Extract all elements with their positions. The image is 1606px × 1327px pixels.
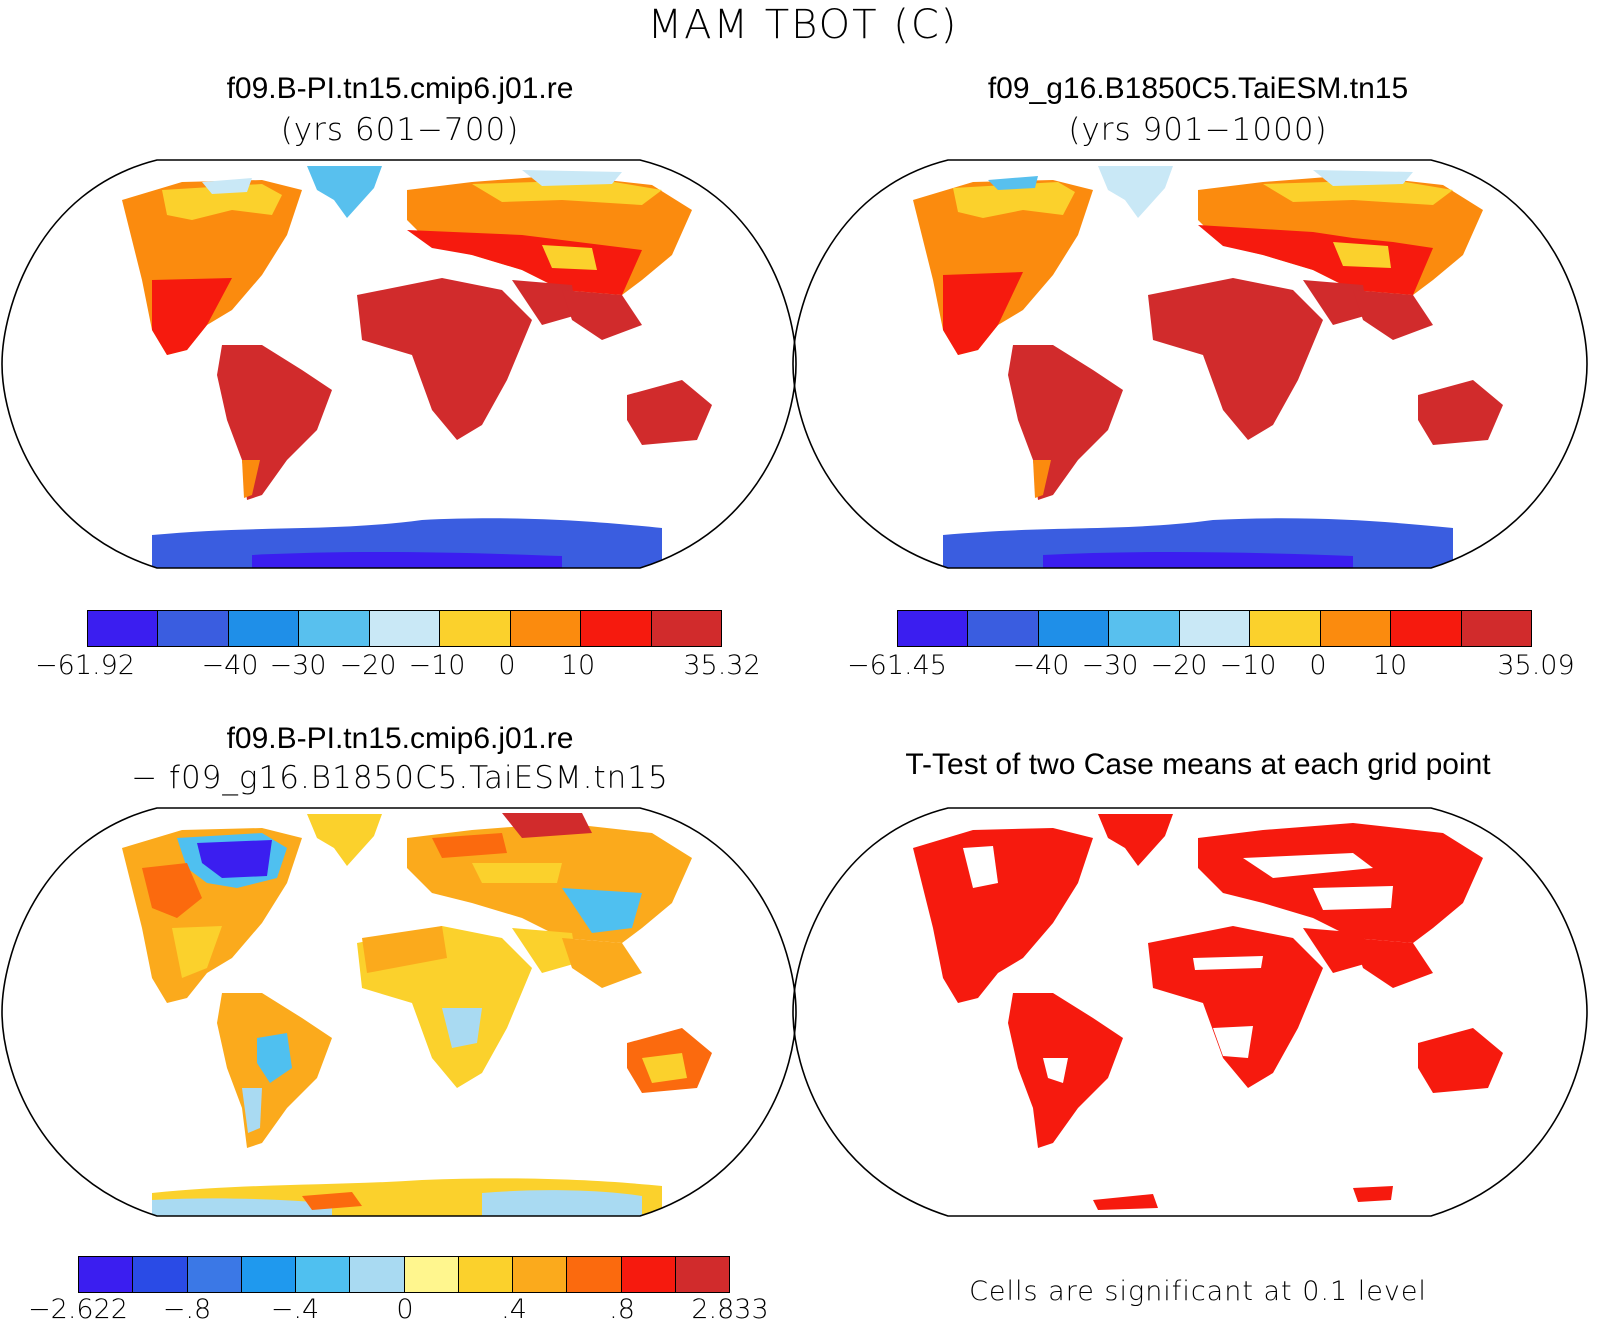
case1-colorbar-tick-label: −20 [339,650,397,681]
diff-colorbar-segment [296,1257,351,1292]
case2-colorbar-tick-label: −10 [1219,650,1277,681]
case1-colorbar-segment [228,611,300,646]
south-america-region [217,345,332,500]
case1-title: f09.B-PI.tn15.cmip6.j01.re [226,72,574,105]
case2-colorbar-segment [1320,611,1392,646]
case1-colorbar-tick-label: 35.32 [683,650,761,681]
diff-colorbar-segment [567,1257,622,1292]
case2-colorbar-ticks: −61.45 −40 −30 −20 −10 0 10 35.09 [0,650,1606,690]
diff-colorbar-segment [458,1257,513,1292]
greenland-region [307,166,382,218]
diff-colorbar-tick-label: .4 [501,1294,527,1325]
case2-colorbar-segment [1391,611,1462,646]
significance-mask [913,814,1503,1210]
ttest-map [792,807,1588,1217]
case1-colorbar-segment [158,611,229,646]
case2-colorbar-tick-label: 0 [1309,650,1327,681]
case2-colorbar-segment [1038,611,1110,646]
case2-colorbar-tick-label: −40 [1012,650,1070,681]
ttest-note: Cells are significant at 0.1 level [969,1276,1427,1307]
case2-colorbar-tick-label: −30 [1081,650,1139,681]
case1-colorbar [87,610,722,647]
case1-colorbar-tick-label: −61.92 [35,650,135,681]
case1-colorbar-segment [299,611,370,646]
diff-colorbar-tick-label: −.8 [162,1294,212,1325]
case2-colorbar-tick-label: −20 [1150,650,1208,681]
case1-colorbar-tick-label: 10 [560,650,596,681]
diff-colorbar-tick-label: −2.622 [28,1294,128,1325]
diff-colorbar-segment [621,1257,676,1292]
case1-colorbar-ticks: −61.92 −40 −30 −20 −10 0 10 35.32 [0,650,800,690]
diff-subtitle: − f09_g16.B1850C5.TaiESM.tn15 [131,760,669,796]
diff-colorbar [78,1256,730,1293]
diff-colorbar-segment [675,1257,729,1292]
case2-colorbar-segment [1461,611,1531,646]
diff-title: f09.B-PI.tn15.cmip6.j01.re [226,722,574,755]
diff-map [1,807,797,1217]
case2-colorbar-segment [1109,611,1180,646]
diff-colorbar-segment [350,1257,405,1292]
diff-colorbar-tick-label: −.4 [270,1294,320,1325]
ttest-title: T-Test of two Case means at each grid po… [905,748,1491,781]
diff-colorbar-segment [79,1257,134,1292]
australia-region [627,380,712,445]
case2-colorbar-segment [1250,611,1321,646]
case1-colorbar-segment [581,611,652,646]
case1-colorbar-tick-label: −40 [201,650,259,681]
diff-colorbar-segment [133,1257,188,1292]
diff-colorbar-ticks: −2.622 −.8 −.4 0 .4 .8 2.833 [0,1294,800,1327]
diff-colorbar-segment [513,1257,568,1292]
case1-colorbar-tick-label: 0 [498,650,516,681]
figure-title: MAM TBOT (C) [647,2,959,48]
case2-colorbar-tick-label: 10 [1372,650,1408,681]
case1-colorbar-segment [369,611,441,646]
case2-colorbar-tick-label: −61.45 [847,650,947,681]
case2-colorbar-tick-label: 35.09 [1497,650,1575,681]
case2-colorbar-segment [898,611,969,646]
case2-colorbar-segment [968,611,1039,646]
case2-subtitle: (yrs 901−1000) [1068,112,1328,148]
case1-colorbar-segment [440,611,511,646]
case2-colorbar [897,610,1532,647]
case1-colorbar-segment [88,611,159,646]
case1-colorbar-segment [651,611,721,646]
case1-colorbar-tick-label: −10 [408,650,466,681]
diff-colorbar-tick-label: 0 [396,1294,414,1325]
case2-map [792,159,1588,569]
case1-colorbar-segment [510,611,582,646]
case1-subtitle: (yrs 601−700) [280,112,520,148]
diff-colorbar-tick-label: 2.833 [691,1294,769,1325]
diff-colorbar-segment [404,1257,459,1292]
case2-colorbar-segment [1179,611,1251,646]
case1-colorbar-tick-label: −30 [269,650,327,681]
africa-region [357,278,532,440]
diff-colorbar-tick-label: .8 [609,1294,635,1325]
diff-colorbar-segment [187,1257,242,1292]
case1-map [1,159,797,569]
diff-colorbar-segment [241,1257,296,1292]
case2-title: f09_g16.B1850C5.TaiESM.tn15 [987,72,1409,105]
